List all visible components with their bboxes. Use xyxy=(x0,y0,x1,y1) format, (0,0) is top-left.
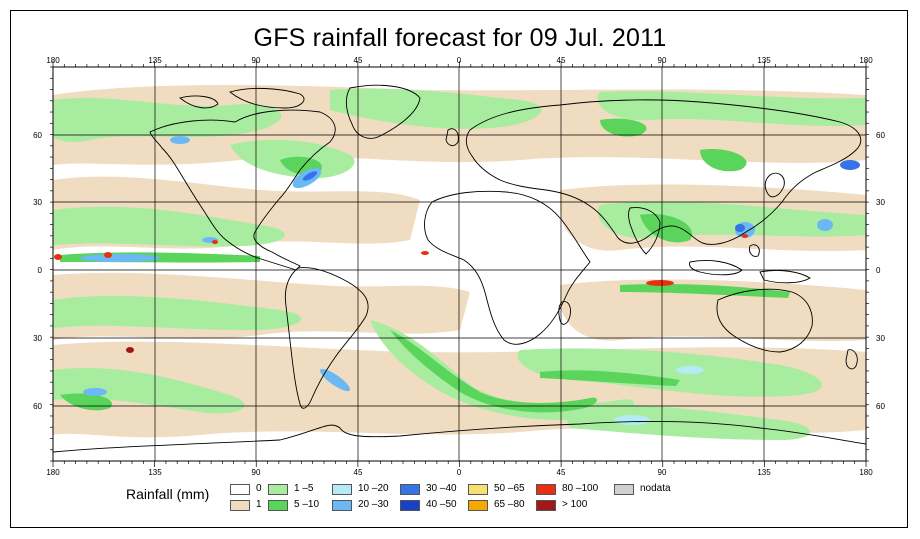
lon-label: 135 xyxy=(148,56,162,65)
eurasia-outline xyxy=(465,99,862,245)
new-zealand-outline xyxy=(845,349,858,370)
legend-label: 50 –65 xyxy=(494,483,525,494)
legend-label: 30 –40 xyxy=(426,483,457,494)
legend-label: 80 –100 xyxy=(562,483,599,494)
legend-swatch xyxy=(268,484,288,495)
legend-label: 10 –20 xyxy=(358,483,389,494)
legend-label: 1 –5 xyxy=(294,483,314,494)
legend-swatch xyxy=(400,500,420,511)
lat-label: 60 xyxy=(33,402,42,411)
lon-label: 180 xyxy=(46,56,60,65)
madagascar-outline xyxy=(558,301,571,325)
legend-label: 20 –30 xyxy=(358,499,389,510)
lat-label: 30 xyxy=(33,198,42,207)
lat-label: 60 xyxy=(876,402,885,411)
lon-label: 0 xyxy=(457,56,462,65)
legend-label: 40 –50 xyxy=(426,499,457,510)
legend-label: > 100 xyxy=(562,499,588,510)
africa-outline xyxy=(424,190,591,345)
lat-label: 0 xyxy=(38,266,43,275)
lat-label: 60 xyxy=(876,131,885,140)
coastlines xyxy=(53,84,866,453)
lon-label: 45 xyxy=(354,468,363,477)
rain-heavy-spots xyxy=(54,136,860,425)
lon-label: 45 xyxy=(557,468,566,477)
north-america-outline xyxy=(149,109,336,271)
legend-swatch xyxy=(230,484,250,495)
map-title: GFS rainfall forecast for 09 Jul. 2011 xyxy=(253,24,667,52)
lon-labels-bottom: 180 135 90 45 0 45 90 135 180 xyxy=(46,468,873,477)
legend-swatch xyxy=(536,484,556,495)
legend-label: nodata xyxy=(640,483,671,494)
legend-swatch xyxy=(468,500,488,511)
lon-label: 135 xyxy=(148,468,162,477)
arctic-islands-outline xyxy=(179,87,305,109)
lon-label: 135 xyxy=(757,468,771,477)
lon-label: 45 xyxy=(354,56,363,65)
lat-labels-left: 60 30 0 30 60 xyxy=(33,131,42,411)
japan-outline xyxy=(764,172,785,198)
legend-swatch xyxy=(268,500,288,511)
legend-swatch xyxy=(400,484,420,495)
legend-label: 5 –10 xyxy=(294,499,320,510)
lon-label: 90 xyxy=(658,56,667,65)
lon-label: 135 xyxy=(757,56,771,65)
lat-label: 60 xyxy=(33,131,42,140)
lon-label: 90 xyxy=(658,468,667,477)
rainfall-layer xyxy=(53,85,866,440)
lon-label: 90 xyxy=(252,56,261,65)
lon-labels-top: 180 135 90 45 0 45 90 135 180 xyxy=(46,56,873,65)
legend-title: Rainfall (mm) xyxy=(126,486,210,502)
legend-swatch xyxy=(230,500,250,511)
legend-label: 0 xyxy=(256,483,262,494)
legend-swatch xyxy=(614,484,634,495)
legend-swatch xyxy=(332,484,352,495)
se-asia-islands-outline xyxy=(689,244,811,284)
legend-swatch xyxy=(536,500,556,511)
legend-label: 65 –80 xyxy=(494,499,525,510)
lat-label: 30 xyxy=(33,334,42,343)
british-isles-outline xyxy=(445,128,459,147)
graticule xyxy=(53,67,866,461)
lon-label: 45 xyxy=(557,56,566,65)
legend-swatch xyxy=(332,500,352,511)
lon-label: 90 xyxy=(252,468,261,477)
legend-swatch xyxy=(468,484,488,495)
antarctica-outline xyxy=(53,420,866,453)
south-america-outline xyxy=(284,267,369,409)
lon-label: 180 xyxy=(859,468,873,477)
lat-label: 30 xyxy=(876,334,885,343)
australia-outline xyxy=(716,288,813,353)
lon-label: 180 xyxy=(46,468,60,477)
greenland-outline xyxy=(345,84,421,139)
lon-label: 180 xyxy=(859,56,873,65)
lat-labels-right: 60 30 0 30 60 xyxy=(876,131,885,411)
legend-label: 1 xyxy=(256,499,262,510)
axis-ticks xyxy=(50,61,869,467)
lon-label: 0 xyxy=(457,468,462,477)
india-outline xyxy=(628,207,661,255)
lat-label: 30 xyxy=(876,198,885,207)
lat-label: 0 xyxy=(876,266,881,275)
